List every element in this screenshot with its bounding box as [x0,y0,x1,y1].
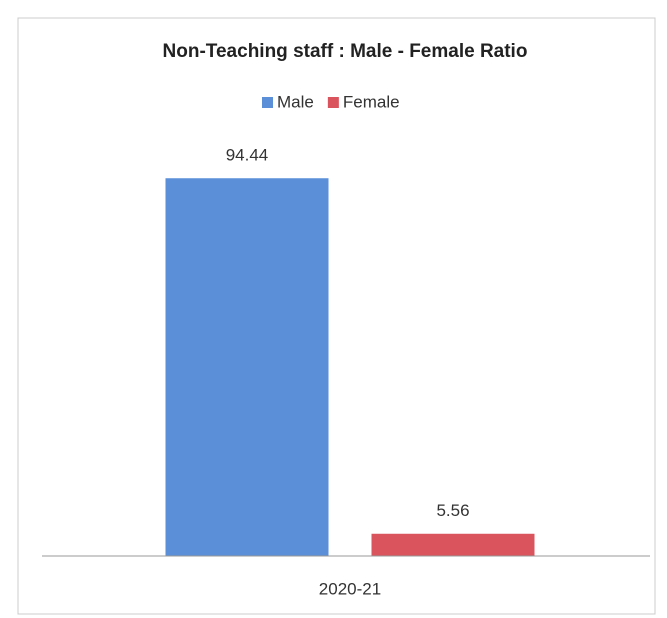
bar [165,178,329,557]
legend-swatch [262,97,273,108]
legend-label: Female [343,92,400,111]
data-label: 5.56 [436,501,469,520]
bar [371,533,535,556]
legend-label: Male [277,92,314,111]
chart-title: Non-Teaching staff : Male - Female Ratio [163,41,528,62]
data-label: 94.44 [226,146,269,165]
legend: Male Female [262,92,400,111]
x-tick-label: 2020-21 [319,579,381,598]
chart-frame [17,17,656,615]
legend-swatch [327,97,339,108]
